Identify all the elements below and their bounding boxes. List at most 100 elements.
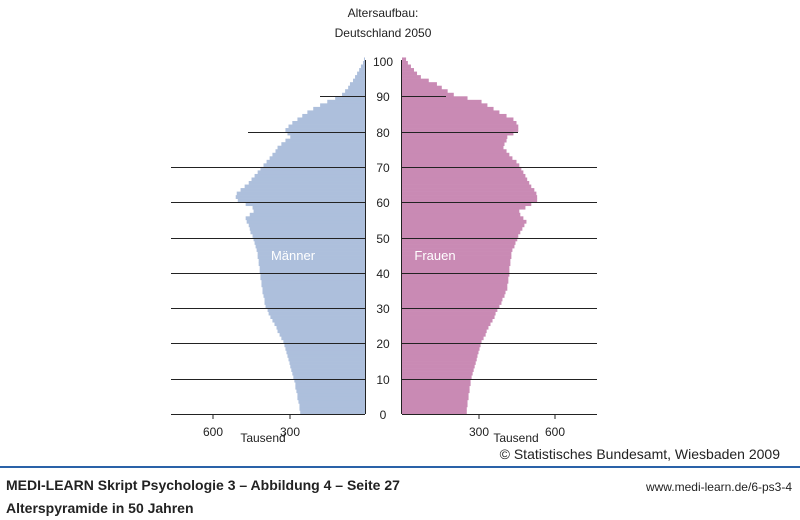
age-label-60: 60 [376, 196, 390, 210]
female-bar-age-67 [402, 173, 526, 178]
male-bar-age-93 [349, 82, 365, 87]
male-bar-age-37 [261, 279, 365, 284]
female-bar-age-6 [402, 389, 470, 394]
female-bar-age-41 [402, 265, 510, 270]
male-bar-age-61 [235, 195, 365, 199]
female-bar-age-56 [402, 212, 521, 217]
male-bar-age-100 [363, 57, 365, 62]
male-bar-age-51 [250, 230, 366, 235]
male-bar-age-42 [258, 262, 366, 267]
male-bar-age-31 [264, 301, 365, 305]
male-bar-age-60 [237, 198, 366, 203]
male-bar-age-81 [288, 124, 365, 129]
female-bar-age-50 [402, 233, 519, 238]
female-bar-age-11 [402, 371, 473, 376]
female-bar-age-0 [402, 410, 467, 415]
male-bar-age-12 [291, 368, 366, 372]
female-bar-age-45 [402, 251, 512, 256]
female-bar-age-39 [402, 272, 510, 277]
female-bar-age-76 [402, 142, 505, 147]
female-bar-age-12 [402, 368, 474, 372]
female-bar-age-1 [402, 406, 467, 411]
female-bar-age-96 [402, 71, 418, 76]
female-bar-age-9 [402, 378, 471, 383]
female-bar-age-95 [402, 75, 421, 79]
female-bar-age-92 [402, 85, 442, 90]
male-bar-age-73 [272, 152, 365, 157]
male-bar-age-49 [253, 237, 366, 242]
female-bar-age-84 [402, 113, 507, 118]
female-bar-age-71 [402, 159, 517, 164]
male-bar-age-55 [245, 216, 365, 221]
male-bar-age-17 [286, 350, 365, 355]
female-bar-age-33 [402, 293, 505, 298]
footer-subtitle: Alterspyramide in 50 Jahren [6, 500, 194, 516]
male-bar-age-79 [287, 131, 365, 136]
female-bars [402, 57, 538, 415]
label-maenner: Männer [271, 248, 316, 263]
female-bar-age-29 [402, 308, 498, 312]
female-bar-age-28 [402, 311, 496, 316]
female-bar-age-91 [402, 89, 448, 94]
female-bar-age-31 [402, 301, 502, 305]
tick-male-300: 300 [280, 425, 300, 439]
male-bar-age-98 [360, 64, 365, 69]
female-bar-age-89 [402, 96, 468, 101]
male-bar-age-86 [313, 106, 366, 111]
male-bar-age-94 [353, 78, 365, 83]
copyright-text: © Statistisches Bundesamt, Wiesbaden 200… [499, 446, 780, 462]
female-bar-age-38 [402, 276, 509, 281]
female-bar-age-47 [402, 244, 515, 249]
male-bar-age-32 [264, 297, 365, 302]
male-bar-age-72 [269, 156, 365, 161]
population-pyramid-chart: Altersaufbau: Deutschland 2050 0 10 20 30 40… [171, 6, 597, 445]
female-bar-age-44 [402, 255, 512, 259]
age-label-100: 100 [373, 55, 393, 69]
male-bar-age-56 [249, 212, 365, 217]
male-bar-age-65 [248, 181, 365, 185]
age-axis-labels: 0 10 20 30 40 50 60 70 80 90 100 [373, 55, 393, 422]
male-bar-age-10 [293, 375, 366, 379]
male-bar-age-96 [357, 71, 366, 76]
footer-url[interactable]: www.medi-learn.de/6-ps3-4 [645, 480, 792, 494]
male-bar-age-85 [307, 110, 365, 115]
female-bar-age-87 [402, 103, 488, 108]
male-bar-age-64 [244, 184, 365, 189]
male-bar-age-6 [296, 389, 365, 394]
male-bar-age-54 [246, 219, 365, 224]
female-bar-age-93 [402, 82, 437, 87]
male-bar-age-84 [302, 113, 365, 118]
male-bar-age-47 [255, 244, 365, 249]
female-bar-age-4 [402, 396, 469, 401]
male-bar-age-26 [272, 318, 365, 323]
female-bar-age-77 [402, 138, 507, 143]
female-bar-age-2 [402, 403, 468, 408]
male-bar-age-1 [299, 406, 365, 411]
male-bar-age-23 [277, 329, 366, 334]
female-bar-age-15 [402, 357, 477, 362]
male-bar-age-25 [274, 322, 366, 327]
female-bar-age-26 [402, 318, 493, 323]
male-bar-age-75 [277, 145, 366, 150]
male-bar-age-5 [297, 392, 366, 397]
male-bar-age-44 [257, 255, 366, 259]
age-label-0: 0 [380, 408, 387, 422]
male-bar-age-52 [249, 226, 365, 231]
female-bar-age-99 [402, 61, 408, 65]
male-bar-age-2 [299, 403, 365, 408]
female-bar-age-27 [402, 315, 495, 319]
tick-male-600: 600 [203, 425, 223, 439]
female-bar-age-97 [402, 68, 414, 72]
male-bars [235, 57, 366, 415]
male-bar-age-11 [292, 371, 365, 376]
female-bar-age-48 [402, 241, 516, 245]
male-bar-age-99 [362, 61, 365, 65]
female-bar-age-43 [402, 258, 511, 263]
female-bar-age-8 [402, 382, 471, 387]
male-bar-age-95 [355, 75, 366, 79]
male-bar-age-43 [258, 258, 366, 263]
footer-divider [0, 466, 800, 468]
age-label-90: 90 [376, 90, 390, 104]
female-bar-age-61 [402, 195, 538, 199]
tick-female-300: 300 [469, 425, 489, 439]
